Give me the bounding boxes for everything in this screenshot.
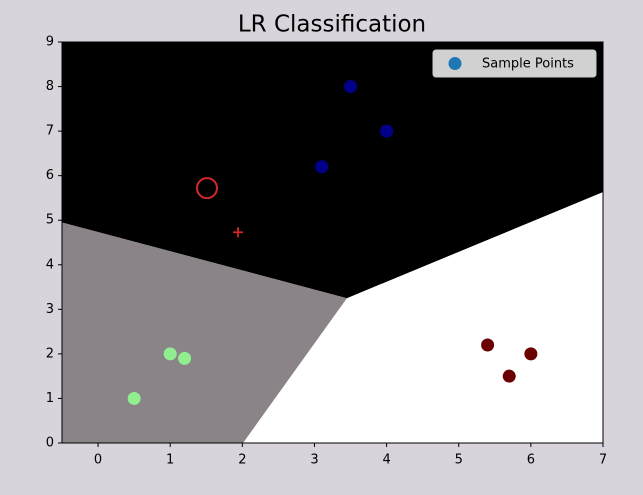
sample-point <box>481 338 495 352</box>
axes-frame <box>61 41 604 444</box>
y-tick-label: 7 <box>46 124 54 139</box>
y-tick-label: 9 <box>46 35 54 50</box>
x-tick-label: 0 <box>94 453 102 468</box>
y-tick-label: 0 <box>46 436 54 451</box>
legend-marker <box>448 57 462 70</box>
x-tick-label: 3 <box>310 453 318 468</box>
y-tick-label: 5 <box>46 213 54 228</box>
sample-point <box>178 351 192 365</box>
sample-point <box>163 347 177 361</box>
predicted-point <box>233 227 244 238</box>
sample-point <box>524 347 538 361</box>
x-tick-label: 7 <box>599 453 607 468</box>
y-tick-label: 8 <box>46 79 54 94</box>
sample-point <box>344 80 358 94</box>
sample-point <box>502 369 516 383</box>
legend-box <box>432 49 597 78</box>
legend-label: Sample Points <box>482 57 574 72</box>
y-tick-label: 3 <box>46 302 54 317</box>
x-tick-label: 6 <box>527 453 535 468</box>
x-tick-label: 4 <box>382 453 390 468</box>
y-tick-label: 6 <box>46 168 54 183</box>
sample-point <box>127 391 141 405</box>
chart-title: LR Classification <box>238 12 426 38</box>
test-point <box>195 177 218 200</box>
x-tick-label: 5 <box>455 453 463 468</box>
x-tick-label: 1 <box>166 453 174 468</box>
y-tick-label: 4 <box>46 257 54 272</box>
y-tick-label: 2 <box>46 346 54 361</box>
sample-point <box>380 124 394 138</box>
x-tick-label: 2 <box>238 453 246 468</box>
y-tick-label: 1 <box>46 391 54 406</box>
decision-region <box>62 42 603 299</box>
decision-region <box>62 222 347 443</box>
sample-point <box>315 160 329 174</box>
